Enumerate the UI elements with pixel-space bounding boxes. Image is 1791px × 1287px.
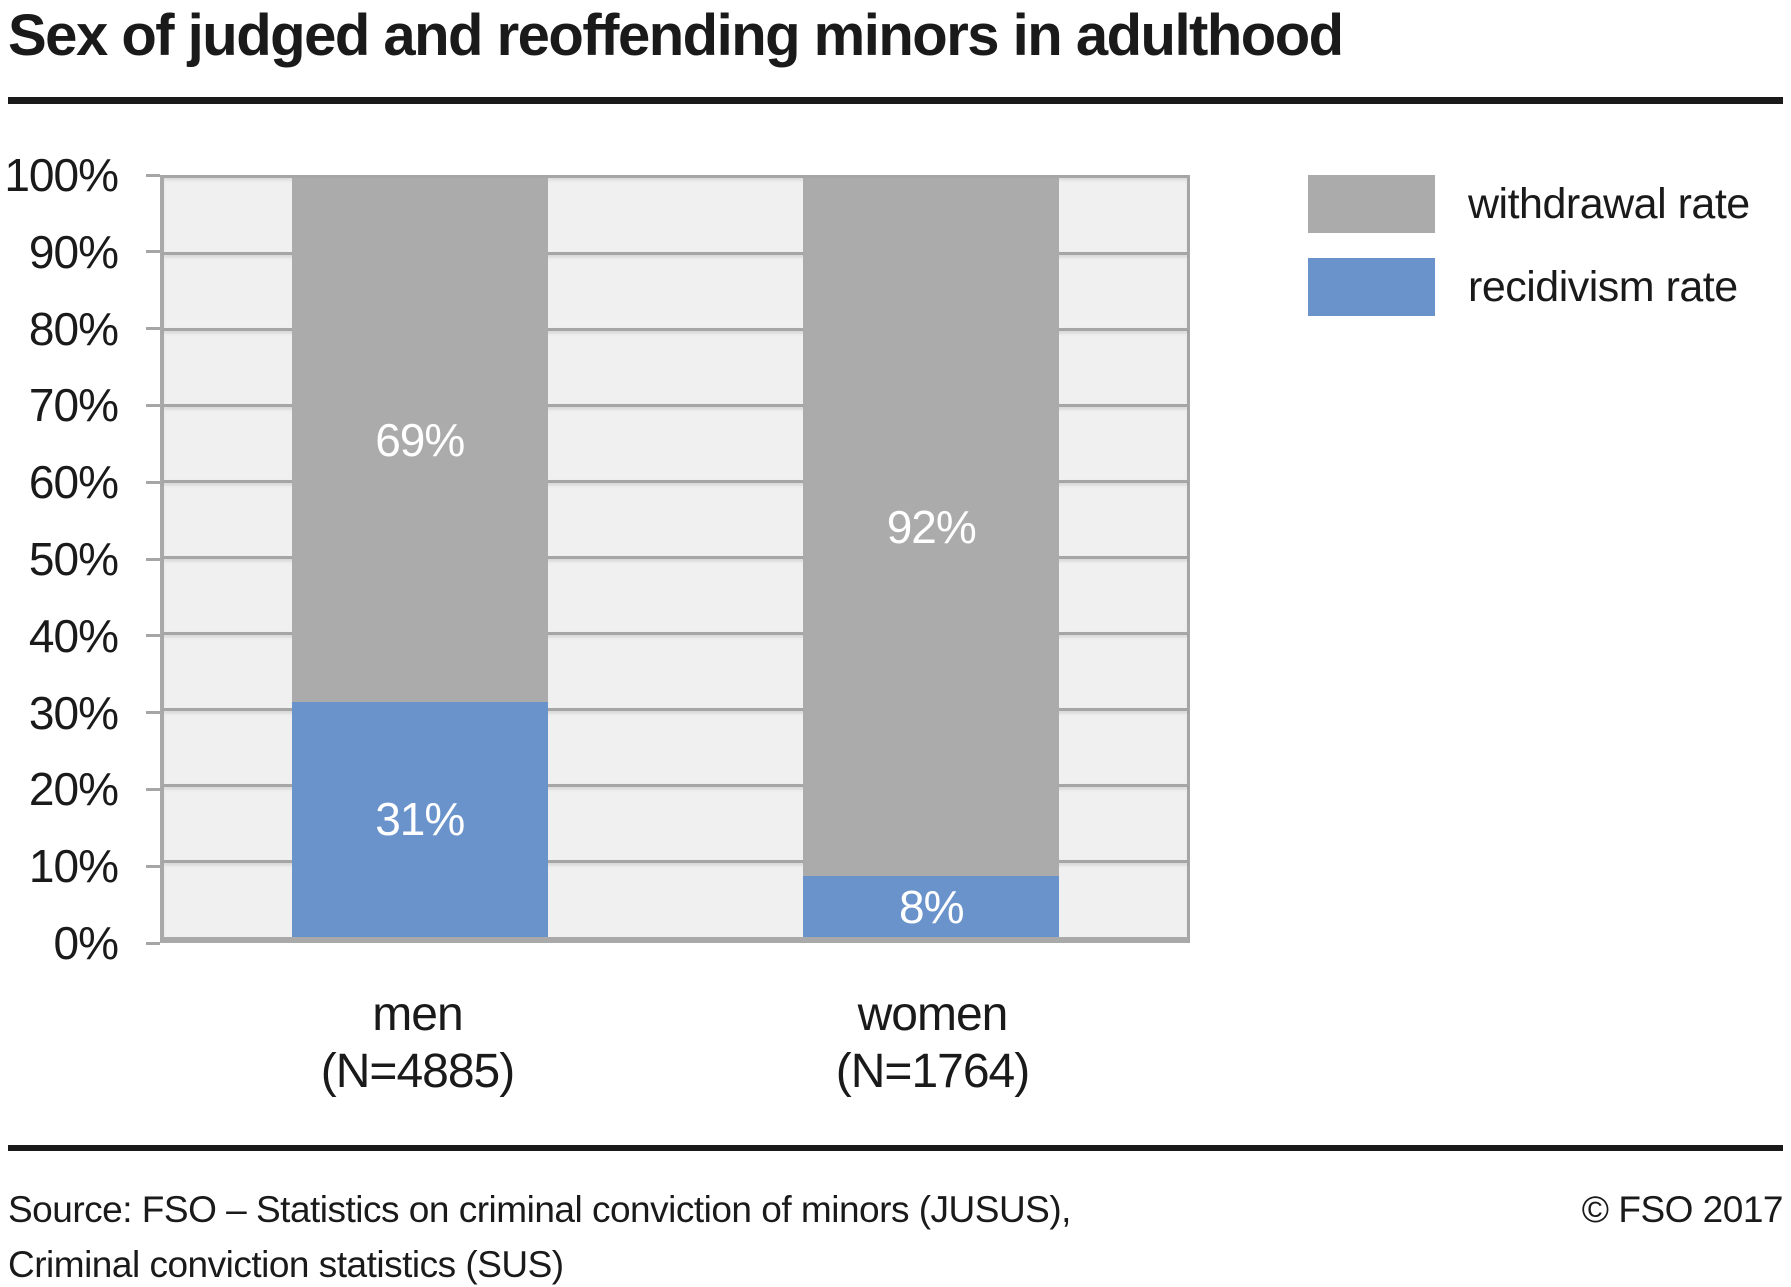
gridline (164, 404, 1187, 408)
bar-men: 31% 69% (291, 178, 548, 937)
y-axis-tick (146, 941, 160, 945)
y-axis-tick (146, 173, 160, 177)
bar-segment-men-withdrawal: 69% (291, 178, 548, 702)
footer-line-1: Source: FSO – Statistics on criminal con… (8, 1188, 1784, 1232)
y-axis-tick-label: 30% (28, 686, 119, 739)
y-axis-tick (146, 634, 160, 638)
gridline (164, 480, 1187, 484)
gridline (164, 783, 1187, 787)
gridline (164, 707, 1187, 711)
legend-label-recidivism: recidivism rate (1468, 262, 1738, 311)
y-axis-tick-label: 60% (28, 456, 119, 509)
y-axis-tick-label: 20% (28, 763, 119, 816)
legend-swatch-withdrawal (1308, 175, 1435, 233)
category-name: men (372, 988, 463, 1041)
y-axis-tick (146, 557, 160, 561)
gridline (164, 556, 1187, 559)
bar-value-label: 69% (375, 413, 465, 466)
x-axis-labels: men (N=4885) women (N=1764) (160, 986, 1190, 1116)
category-count: (N=4885) (320, 1045, 515, 1098)
y-axis-tick-label: 40% (28, 609, 119, 662)
page-title: Sex of judged and reoffending minors in … (8, 3, 1344, 68)
y-axis-tick (146, 787, 160, 791)
y-axis-tick-label: 100% (4, 149, 119, 201)
y-axis-tick (146, 403, 160, 407)
category-name: women (857, 988, 1009, 1041)
bar-value-label: 31% (375, 793, 465, 846)
bar-segment-women-recidivism: 8% (803, 876, 1060, 937)
y-axis-tick (146, 480, 160, 484)
y-axis-tick-label: 0% (53, 917, 119, 969)
copyright-text: © FSO 2017 (1581, 1189, 1784, 1230)
footer-line-2: Criminal conviction statistics (SUS) (8, 1244, 564, 1285)
bar-value-label: 92% (886, 501, 977, 554)
plot-area: 31% 69% 8% 92% (160, 175, 1190, 943)
gridline (164, 631, 1187, 635)
bar-value-label: 8% (899, 880, 964, 933)
bar-segment-women-withdrawal: 92% (803, 178, 1060, 877)
legend-item-recidivism: recidivism rate (1308, 258, 1750, 316)
gridline (164, 252, 1187, 256)
y-axis-tick-label: 80% (28, 302, 119, 355)
title-divider (8, 97, 1783, 104)
y-axis: 0% 10% 20% 30% 40% 50% 60% 70% 80% 90% 100% (0, 152, 160, 966)
source-text: Source: FSO – Statistics on criminal con… (8, 1189, 1071, 1230)
y-axis-tick (146, 250, 160, 254)
legend-label-withdrawal: withdrawal rate (1468, 179, 1750, 228)
category-label-men: men (N=4885) (320, 986, 515, 1100)
legend-swatch-recidivism (1308, 258, 1435, 316)
y-axis-tick-label: 10% (28, 840, 119, 893)
legend-item-withdrawal: withdrawal rate (1308, 175, 1750, 233)
category-label-women: women (N=1764) (835, 986, 1030, 1100)
y-axis-tick (146, 711, 160, 715)
bar-women: 8% 92% (803, 178, 1060, 937)
y-axis-tick (146, 864, 160, 868)
footer-divider (8, 1145, 1783, 1151)
bar-segment-men-recidivism: 31% (291, 701, 548, 937)
y-axis-tick (146, 327, 160, 331)
legend: withdrawal rate recidivism rate (1308, 175, 1750, 341)
category-count: (N=1764) (835, 1045, 1030, 1098)
gridline (164, 328, 1187, 332)
y-axis-tick-label: 70% (28, 379, 119, 432)
y-axis-tick-label: 90% (28, 225, 119, 278)
gridline (164, 859, 1187, 863)
y-axis-tick-label: 50% (28, 533, 119, 585)
